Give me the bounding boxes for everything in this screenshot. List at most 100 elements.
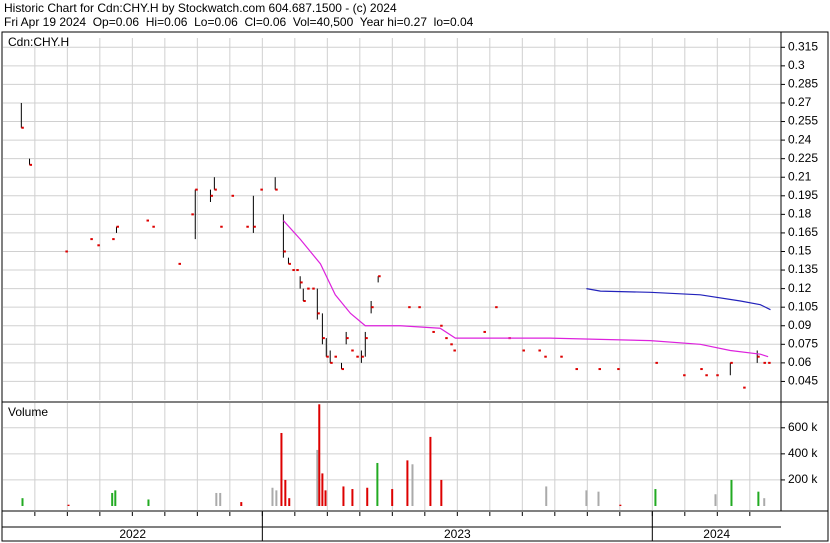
volume-bar — [366, 487, 369, 506]
y-tick-label: 0.285 — [788, 77, 818, 91]
close-tick — [361, 355, 364, 358]
close-tick — [450, 343, 453, 346]
volume-bar — [429, 436, 432, 506]
volume-bar — [21, 498, 24, 506]
close-tick — [210, 194, 213, 197]
close-tick — [146, 219, 150, 222]
close-tick — [292, 269, 295, 272]
y-tick-label: 0.06 — [788, 355, 812, 369]
volume-bar — [619, 504, 622, 506]
volume-bar — [730, 479, 733, 506]
volume-bar — [111, 492, 114, 506]
volume-bar — [316, 449, 319, 506]
close-tick — [307, 287, 310, 290]
volume-bar — [321, 473, 324, 506]
close-tick — [191, 213, 194, 216]
close-tick — [757, 355, 760, 358]
volume-bar — [318, 404, 321, 506]
close-tick — [296, 269, 299, 272]
y-tick-label: 0.045 — [788, 374, 818, 388]
volume-bar — [240, 502, 243, 506]
close-tick — [365, 337, 368, 340]
close-tick — [351, 349, 354, 352]
y-tick-label: 0.195 — [788, 188, 818, 202]
y-tick-label: 0.15 — [788, 244, 812, 258]
moving-average — [282, 220, 769, 358]
y-tick-label: 0.225 — [788, 151, 818, 165]
y-tick-label: 0.09 — [788, 318, 812, 332]
y-tick-label: 0.21 — [788, 169, 812, 183]
close-tick — [655, 361, 658, 364]
close-tick — [90, 238, 93, 241]
close-tick — [195, 188, 198, 191]
moving-average — [586, 288, 771, 311]
close-tick — [317, 312, 320, 315]
close-tick — [303, 299, 306, 302]
volume-bar — [351, 489, 354, 506]
close-tick — [330, 361, 333, 364]
volume-bar — [324, 490, 327, 506]
volume-bar — [275, 490, 278, 506]
close-tick — [522, 349, 525, 352]
close-tick — [283, 250, 286, 253]
close-tick — [730, 361, 733, 364]
close-tick — [483, 330, 486, 333]
volume-bar — [391, 489, 394, 506]
y-tick-label: 0.315 — [788, 39, 818, 53]
volume-bar — [284, 479, 287, 506]
close-tick — [716, 374, 719, 377]
y-tick-label: 0.255 — [788, 114, 818, 128]
chart-title: Historic Chart for Cdn:CHY.H by Stockwat… — [4, 1, 397, 15]
close-tick — [288, 262, 291, 265]
y-tick-label: 0.18 — [788, 207, 812, 221]
y-tick-label: 0.3 — [788, 58, 805, 72]
close-tick — [575, 368, 578, 371]
volume-bar — [545, 486, 548, 506]
volume-label: Volume — [8, 405, 48, 419]
volume-bar — [597, 491, 600, 506]
volume-bar — [342, 486, 345, 506]
volume-bar — [757, 491, 760, 506]
y-tick-label: 0.24 — [788, 132, 812, 146]
volume-bar — [585, 490, 588, 506]
close-tick — [705, 374, 708, 377]
close-tick — [445, 337, 448, 340]
y-tick-label: 0.105 — [788, 299, 818, 313]
close-tick — [768, 361, 771, 364]
y-tick-label: 400 k — [788, 446, 818, 460]
close-tick — [378, 275, 381, 278]
volume-bar — [114, 490, 117, 506]
close-tick — [743, 386, 746, 389]
volume-bar — [406, 460, 409, 506]
y-tick-label: 0.135 — [788, 262, 818, 276]
close-tick — [97, 244, 100, 247]
close-tick — [275, 188, 278, 191]
volume-bar — [147, 499, 150, 506]
panel-frame — [1, 510, 829, 542]
close-tick — [21, 126, 24, 129]
volume-bar — [440, 479, 443, 506]
close-tick — [300, 281, 303, 284]
close-tick — [700, 368, 703, 371]
close-tick — [178, 262, 181, 265]
close-tick — [260, 188, 263, 191]
close-tick — [231, 194, 235, 197]
close-tick — [371, 306, 374, 309]
symbol-label: Cdn:CHY.H — [8, 35, 69, 49]
close-tick — [598, 368, 601, 371]
close-tick — [341, 368, 344, 371]
volume-bar — [219, 492, 222, 506]
close-tick — [560, 355, 563, 358]
close-tick — [346, 337, 349, 340]
y-tick-label: 0.165 — [788, 225, 818, 239]
volume-bar — [411, 464, 414, 506]
close-tick — [214, 188, 217, 191]
volume-bar — [714, 494, 717, 506]
y-tick-label: 0.075 — [788, 336, 818, 350]
x-tick-label: 2024 — [703, 527, 730, 541]
close-tick — [440, 324, 443, 327]
close-tick — [220, 225, 223, 228]
x-tick-label: 2022 — [119, 527, 146, 541]
